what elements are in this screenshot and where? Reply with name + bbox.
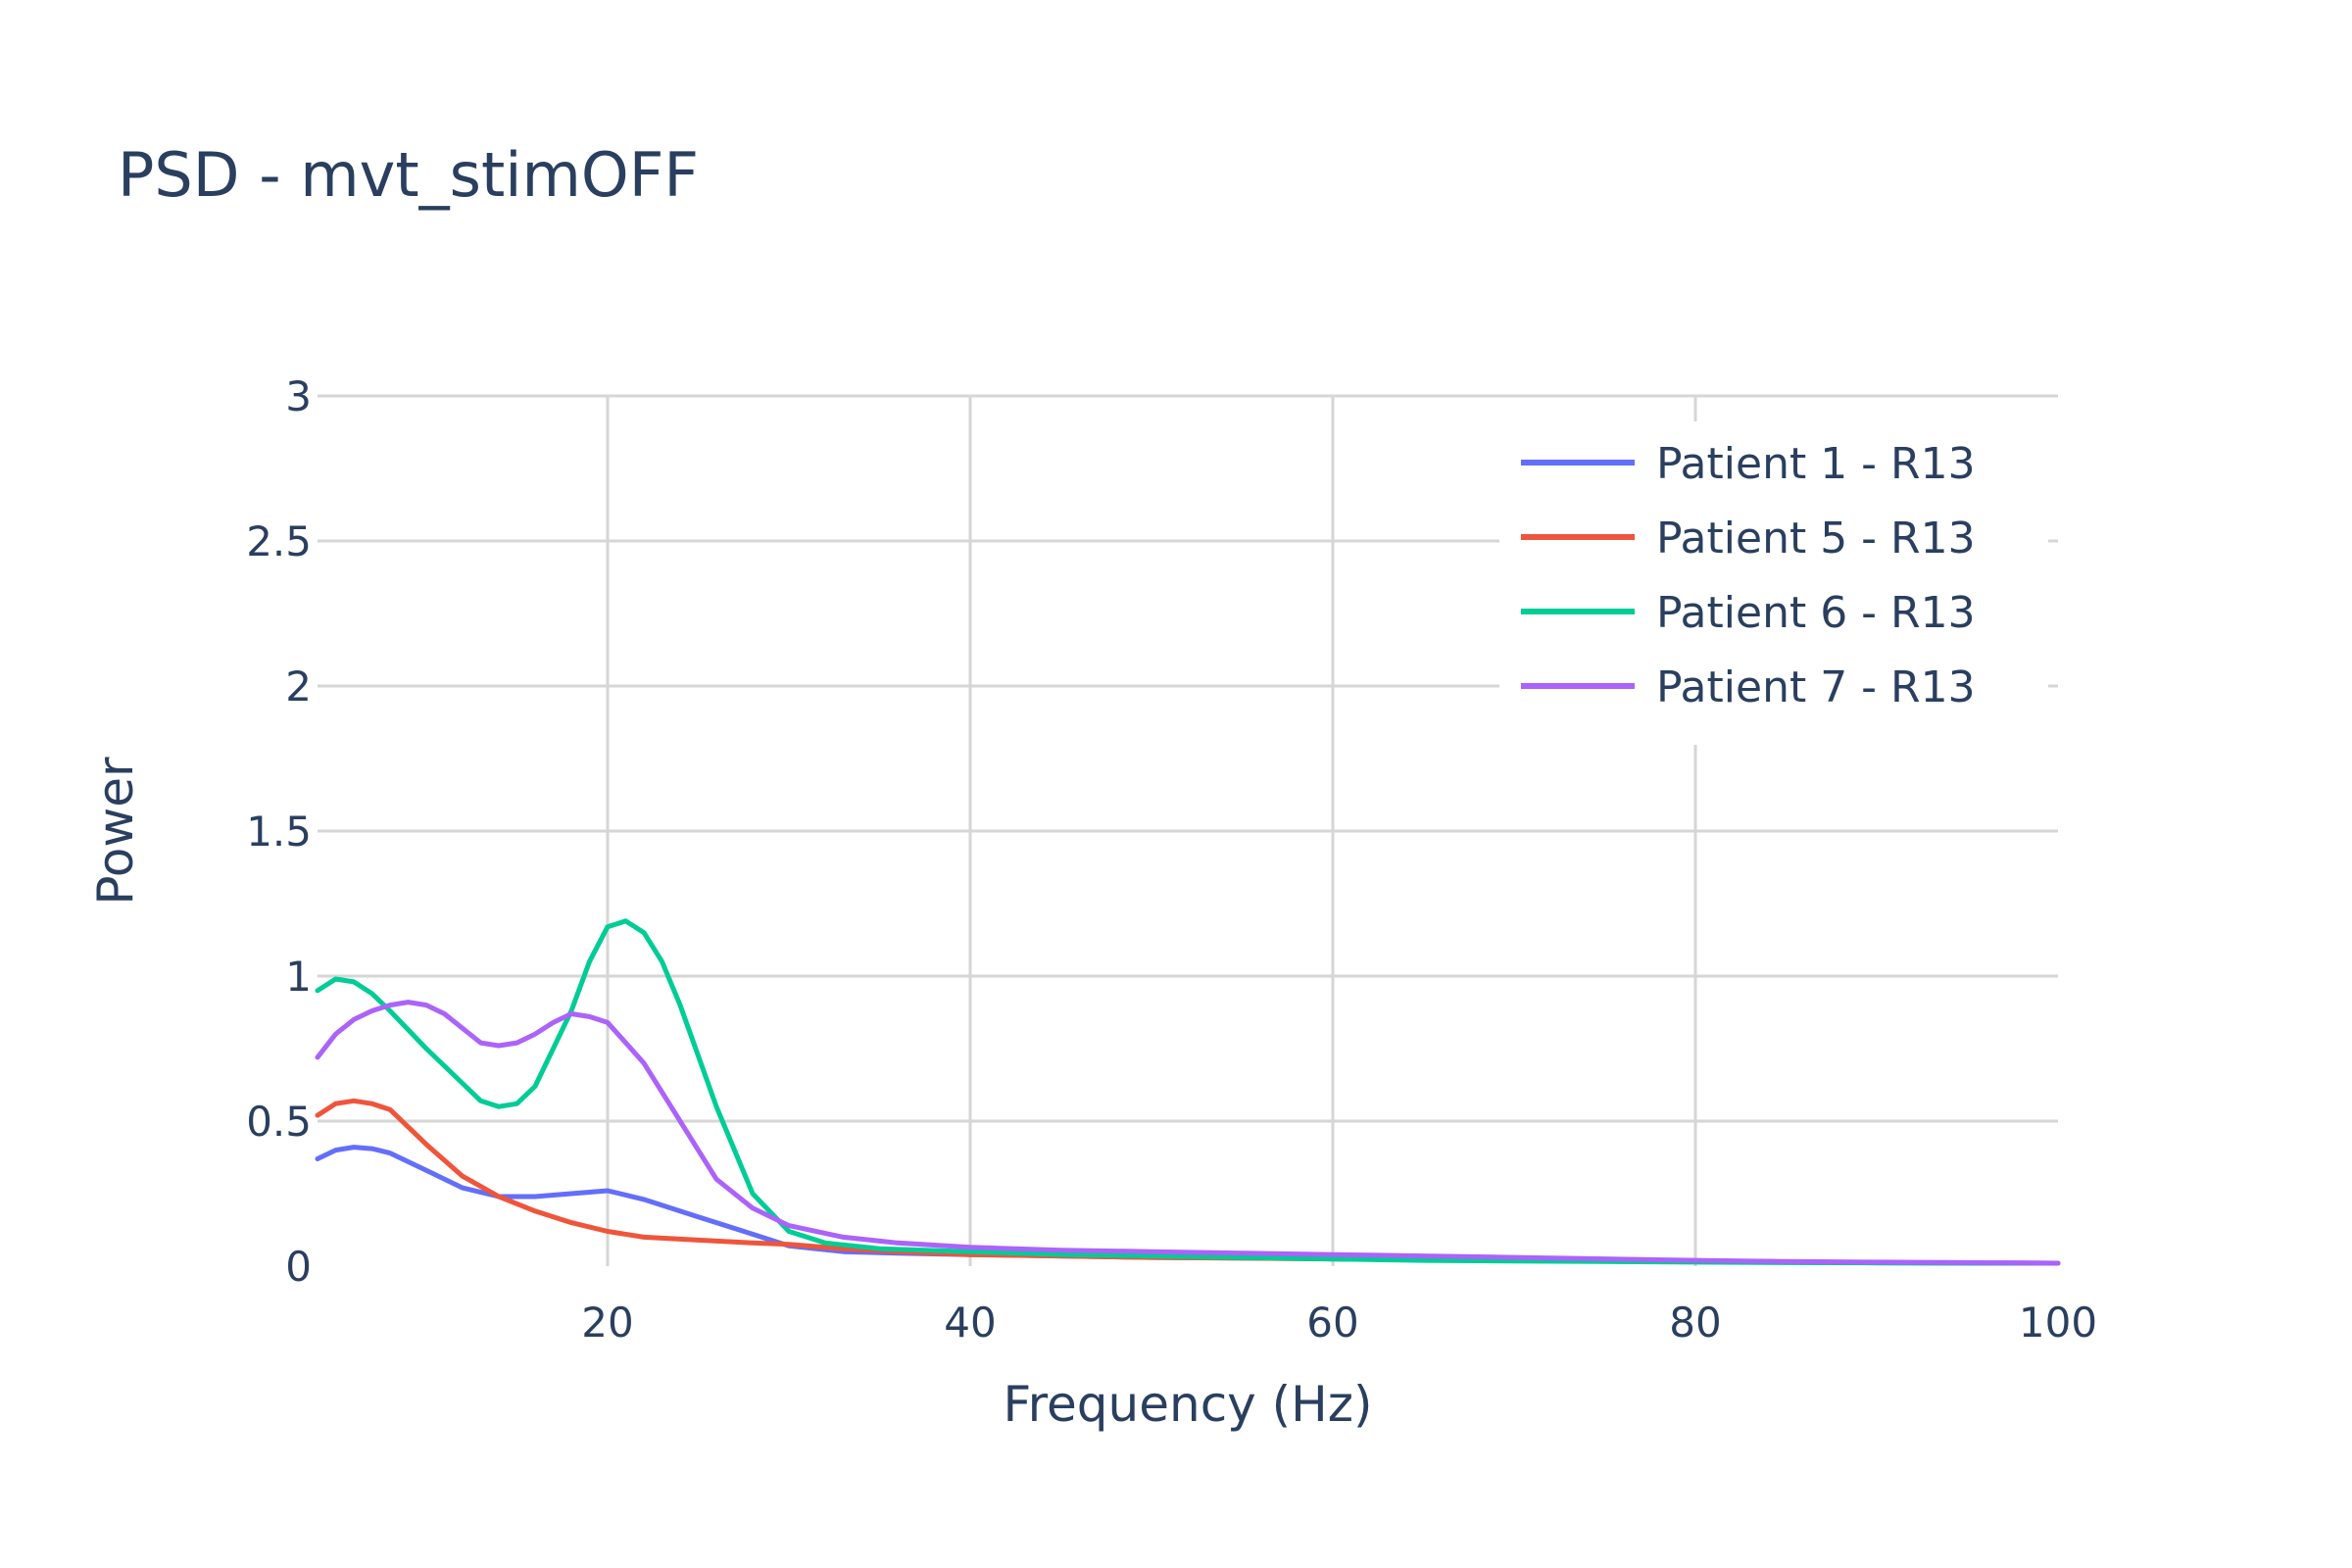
x-tick-label: 20 (581, 1298, 633, 1347)
x-tick-label: 40 (944, 1298, 996, 1347)
series-line-3 (315, 918, 2061, 1266)
legend-entry: Patient 6 - R13 (1656, 588, 1976, 638)
y-tick-label: 1.5 (246, 808, 312, 856)
grid-layer (318, 394, 2058, 1266)
y-axis-title: Power (87, 757, 144, 906)
chart-title: PSD - mvt_stimOFF (118, 139, 699, 211)
series-line-1 (315, 1145, 2061, 1266)
y-tick-label: 2 (285, 662, 312, 710)
x-tick-labels: 20 40 60 80 100 (581, 1298, 2097, 1347)
legend-entry: Patient 5 - R13 (1656, 514, 1976, 564)
y-tick-label: 0 (285, 1243, 312, 1291)
y-tick-label: 1 (285, 953, 312, 1001)
legend-entry: Patient 1 - R13 (1656, 439, 1976, 489)
series-line-4 (315, 1000, 2061, 1266)
x-axis-title: Frequency (Hz) (1003, 1376, 1372, 1433)
series-line-2 (315, 1098, 2061, 1266)
y-tick-label: 3 (285, 372, 312, 420)
legend-background (1499, 421, 2048, 745)
y-tick-label: 0.5 (246, 1098, 312, 1146)
legend: Patient 1 - R13 Patient 5 - R13 Patient 6 … (1499, 421, 2048, 745)
x-tick-label: 60 (1306, 1298, 1358, 1347)
legend-entry: Patient 7 - R13 (1656, 662, 1976, 712)
x-tick-label: 80 (1669, 1298, 1721, 1347)
x-tick-label: 100 (2019, 1298, 2097, 1347)
y-tick-labels: 0 0.5 1 1.5 2 2.5 3 (246, 372, 312, 1291)
series-layer (315, 918, 2061, 1266)
y-tick-label: 2.5 (246, 517, 312, 565)
